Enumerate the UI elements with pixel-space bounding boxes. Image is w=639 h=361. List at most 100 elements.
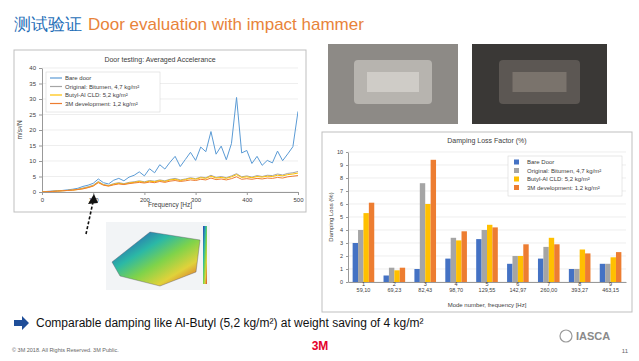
x-tick: 300 bbox=[191, 192, 202, 203]
x-tick: 269,23 bbox=[387, 281, 401, 293]
tick-mark bbox=[346, 178, 348, 179]
tick-label-line: 82,43 bbox=[418, 287, 432, 293]
x-tick: 382,43 bbox=[418, 281, 432, 293]
legend: Bare DoorOriginal: Bitumen, 4,7 kg/m²But… bbox=[508, 156, 622, 196]
photo-panel bbox=[354, 60, 432, 104]
tick-label: 9463,15 bbox=[602, 281, 619, 293]
x-tick: 8393,27 bbox=[571, 281, 588, 293]
tick-label: 7 bbox=[340, 188, 343, 194]
x-tick: 5129,55 bbox=[479, 281, 496, 293]
x-axis: 159,10269,23382,43498,705129,556142,9772… bbox=[349, 281, 627, 293]
x-tick: 159,10 bbox=[357, 281, 371, 293]
tick-label: 10 bbox=[337, 149, 343, 155]
y-tick: 3 bbox=[340, 240, 348, 246]
y-tick: 40 bbox=[29, 65, 42, 71]
bar bbox=[384, 276, 389, 283]
y-label: Damping Loss (%) bbox=[328, 192, 334, 241]
tick-mark bbox=[346, 165, 348, 166]
legend-swatch bbox=[514, 177, 519, 182]
legend-swatch bbox=[50, 86, 62, 87]
tick-mark bbox=[346, 152, 348, 153]
mode-colorbar bbox=[203, 226, 207, 284]
tick-label: 7260,00 bbox=[540, 281, 557, 293]
tick-label: 6142,97 bbox=[509, 281, 526, 293]
photo-patch bbox=[513, 72, 567, 92]
legend-label: Bare Door bbox=[527, 159, 554, 165]
legend-label: 3M development: 1,2 kg/m² bbox=[527, 185, 600, 191]
bar bbox=[549, 238, 554, 282]
grid-line bbox=[42, 192, 298, 193]
chart-frame bbox=[14, 50, 306, 212]
tick-label: 5129,55 bbox=[479, 281, 496, 293]
tick-label: 3 bbox=[340, 240, 343, 246]
bar bbox=[369, 203, 374, 282]
y-tick: 10 bbox=[337, 149, 348, 155]
bar bbox=[600, 264, 605, 282]
tick-mark bbox=[39, 130, 42, 131]
legend-box bbox=[508, 156, 622, 196]
conclusion: Comparable damping like Al-Butyl (5,2 kg… bbox=[36, 316, 424, 330]
tick-label: 159,10 bbox=[357, 281, 371, 293]
tick-label: 8393,27 bbox=[571, 281, 588, 293]
y-label: m/s²/N bbox=[16, 120, 23, 139]
bar bbox=[400, 268, 405, 282]
bar bbox=[507, 264, 512, 282]
bar bbox=[353, 243, 358, 282]
tick-mark bbox=[346, 204, 348, 205]
mode-bg bbox=[106, 222, 210, 290]
y-tick: 15 bbox=[29, 143, 42, 149]
tick-label: 2 bbox=[340, 253, 343, 259]
bar bbox=[456, 240, 461, 282]
tick-mark bbox=[298, 192, 299, 195]
tick-label: 300 bbox=[191, 197, 202, 203]
legend-swatch bbox=[514, 185, 519, 190]
y-tick: 30 bbox=[29, 96, 42, 102]
tick-label: 1 bbox=[340, 266, 343, 272]
photo-panel bbox=[499, 60, 580, 104]
tick-label-line: 69,23 bbox=[387, 287, 401, 293]
y-tick: 0 bbox=[33, 189, 42, 195]
series-line bbox=[42, 172, 298, 192]
x-tick: 500 bbox=[293, 192, 304, 203]
bar bbox=[414, 269, 419, 282]
grid-line bbox=[348, 152, 626, 153]
legend-label: 3M development: 1,2 kg/m² bbox=[65, 101, 138, 107]
watermark-icon bbox=[560, 330, 572, 342]
tick-label: 10 bbox=[29, 158, 36, 164]
line-chart: Door testing: Averaged Accelerance010020… bbox=[14, 50, 306, 212]
grid-line bbox=[348, 204, 626, 205]
grid-line bbox=[42, 130, 298, 131]
y-tick: 9 bbox=[340, 162, 348, 168]
bar bbox=[389, 268, 394, 282]
x-axis-line bbox=[43, 192, 299, 193]
legend-label: Butyl-Al CLD: 5,2 kg/m² bbox=[527, 176, 590, 182]
bar bbox=[611, 257, 616, 282]
tick-label: 40 bbox=[29, 65, 36, 71]
tick-label: 9 bbox=[340, 162, 343, 168]
bar bbox=[358, 230, 363, 282]
tick-label-line: 463,15 bbox=[602, 287, 619, 293]
bar bbox=[431, 160, 436, 282]
legend-box bbox=[46, 72, 160, 112]
grid-line bbox=[42, 114, 298, 115]
arrow-shaft bbox=[86, 202, 93, 234]
x-tick: 7260,00 bbox=[540, 281, 557, 293]
bar bbox=[482, 230, 487, 282]
mode-shape bbox=[106, 222, 210, 290]
tick-mark bbox=[39, 84, 42, 85]
tick-label: 8 bbox=[340, 175, 343, 181]
tick-label: 15 bbox=[29, 143, 36, 149]
slide-title: 测试验证Door evaluation with impact hammer bbox=[14, 15, 364, 34]
x-tick: 100 bbox=[89, 192, 100, 203]
legend-swatch bbox=[50, 77, 62, 78]
y-tick: 1 bbox=[340, 266, 348, 272]
series-line bbox=[42, 176, 298, 192]
y-tick: 10 bbox=[29, 158, 42, 164]
grid bbox=[348, 152, 626, 282]
tick-mark bbox=[39, 99, 42, 100]
tick-label: 6 bbox=[340, 201, 343, 207]
y-tick: 5 bbox=[340, 214, 348, 220]
tick-label: 4 bbox=[340, 227, 343, 233]
bar-chart: Damping Loss Factor (%)012345678910159,1… bbox=[322, 132, 632, 312]
y-tick: 2 bbox=[340, 253, 348, 259]
